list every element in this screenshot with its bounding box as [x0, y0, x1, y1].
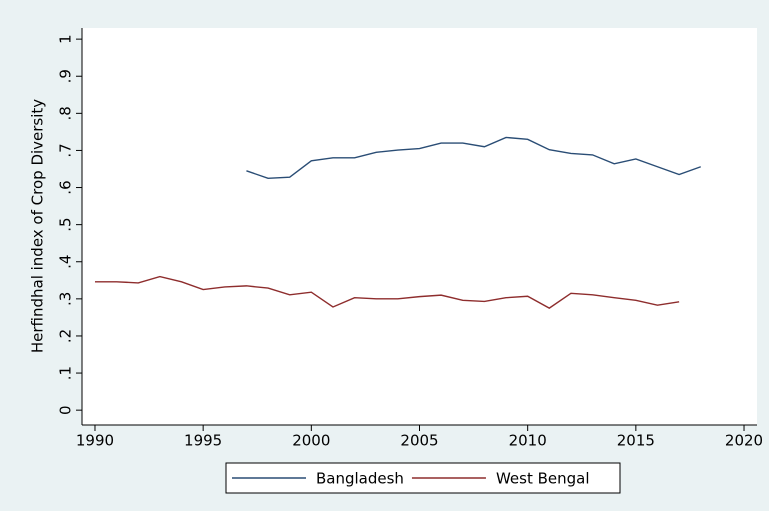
y-tick-label: .9: [57, 69, 75, 83]
x-tick-label: 1995: [184, 432, 222, 450]
y-tick-label: .7: [57, 143, 75, 157]
y-tick-label: .2: [57, 329, 75, 343]
x-tick-label: 2020: [725, 432, 763, 450]
legend-label: Bangladesh: [316, 470, 404, 488]
legend: Bangladesh West Bengal: [225, 462, 621, 494]
legend-label: West Bengal: [496, 470, 590, 488]
x-tick-label: 2015: [617, 432, 655, 450]
y-tick-label: 0: [57, 405, 75, 415]
y-tick-label: .5: [57, 217, 75, 231]
x-tick-label: 2000: [292, 432, 330, 450]
y-tick-label: .1: [57, 366, 75, 380]
series-line: [246, 136, 701, 179]
y-axis-label: Herfindhal index of Crop Diversity: [29, 99, 47, 353]
y-tick-label: .3: [57, 292, 75, 306]
y-tick-label: .4: [57, 255, 75, 269]
plot-area: [82, 28, 757, 425]
series-line: [94, 275, 680, 309]
x-tick-label: 1990: [76, 432, 114, 450]
y-tick-label: 1: [57, 34, 75, 44]
x-tick-label: 2010: [509, 432, 547, 450]
x-tick-label: 2005: [400, 432, 438, 450]
y-tick-label: .6: [57, 180, 75, 194]
y-tick-label: .8: [57, 106, 75, 120]
